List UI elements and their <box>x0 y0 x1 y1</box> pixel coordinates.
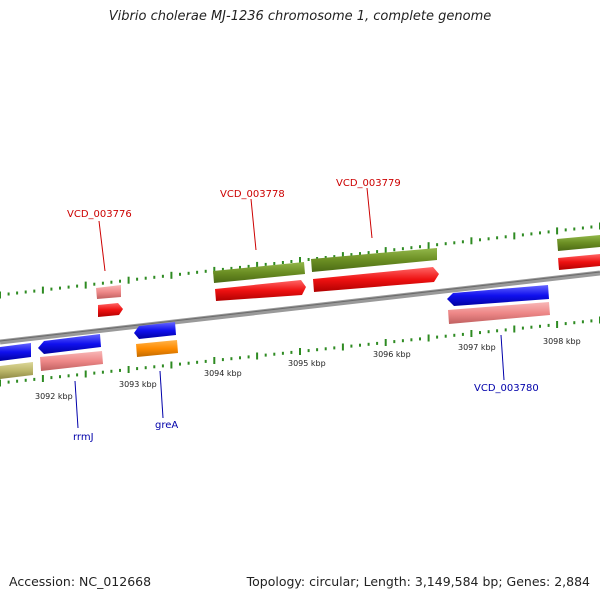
forward-gene-feature[interactable] <box>558 254 600 270</box>
upper-tick-ring <box>0 222 600 299</box>
gene-label-rrmj[interactable]: rrmJ <box>73 432 94 443</box>
reverse-gene-feature[interactable] <box>447 285 549 306</box>
forward-cds-feature[interactable] <box>96 285 121 299</box>
forward-gene-feature[interactable] <box>313 267 439 292</box>
reverse-cds-feature[interactable] <box>40 351 103 371</box>
scale-labels: 3092 kbp 3093 kbp 3094 kbp 3095 kbp 3096… <box>35 337 581 401</box>
tick-label: 3097 kbp <box>458 343 496 352</box>
chromosome-backbone <box>0 270 600 345</box>
forward-strand-features <box>96 235 600 317</box>
genome-summary-text: Topology: circular; Length: 3,149,584 bp… <box>246 574 590 589</box>
forward-cds-feature[interactable] <box>557 235 600 251</box>
tick-label: 3094 kbp <box>204 369 242 378</box>
tick-label: 3096 kbp <box>373 350 411 359</box>
tick-label: 3095 kbp <box>288 359 326 368</box>
forward-cds-feature[interactable] <box>213 262 305 283</box>
gene-label-vcd-003779[interactable]: VCD_003779 <box>336 178 401 189</box>
tick-label: 3093 kbp <box>119 380 157 389</box>
reverse-gene-feature[interactable] <box>0 343 31 361</box>
map-title: Vibrio cholerae MJ-1236 chromosome 1, co… <box>108 9 492 24</box>
gene-label-vcd-003776[interactable]: VCD_003776 <box>67 209 132 220</box>
reverse-gene-feature[interactable] <box>134 322 176 339</box>
reverse-cds-feature[interactable] <box>448 302 550 324</box>
gene-label-grea[interactable]: greA <box>155 420 178 431</box>
tick-label: 3098 kbp <box>543 337 581 346</box>
reverse-gene-feature[interactable] <box>38 334 101 354</box>
reverse-cds-feature[interactable] <box>0 362 33 379</box>
tick-label: 3092 kbp <box>35 392 73 401</box>
gene-labels: VCD_003776 VCD_003778 VCD_003779 VCD_003… <box>67 178 539 443</box>
lower-tick-ring <box>0 316 600 387</box>
gene-label-vcd-003778[interactable]: VCD_003778 <box>220 189 285 200</box>
forward-gene-feature[interactable] <box>98 303 123 317</box>
forward-cds-feature[interactable] <box>311 248 437 272</box>
accession-text: Accession: NC_012668 <box>9 574 152 589</box>
forward-gene-feature[interactable] <box>215 280 306 301</box>
gene-label-vcd-003780[interactable]: VCD_003780 <box>474 383 539 394</box>
reverse-strand-features <box>0 285 550 379</box>
reverse-cds-feature[interactable] <box>136 340 178 357</box>
